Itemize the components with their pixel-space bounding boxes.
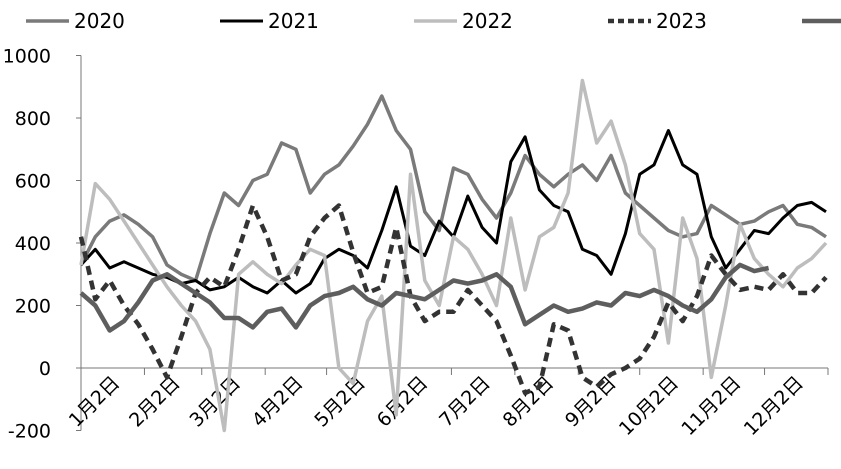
- legend-label-2023: 2023: [656, 9, 707, 33]
- x-tick-label: 12月2日: [740, 372, 808, 440]
- y-tick-label: 800: [15, 108, 51, 130]
- legend: 20202021202220232024: [26, 9, 841, 33]
- y-tick-label: -200: [8, 421, 51, 443]
- y-tick-label: 200: [15, 296, 51, 318]
- series-lines: [78, 78, 828, 433]
- y-tick-label: 0: [39, 358, 51, 380]
- x-tick-label: 6月2日: [373, 372, 433, 432]
- x-tick-label: 7月2日: [435, 372, 495, 432]
- x-tick-label: 11月2日: [677, 372, 745, 440]
- legend-label-2021: 2021: [268, 9, 319, 33]
- y-tick-label: 400: [15, 233, 51, 255]
- series-line-2022: [79, 78, 828, 433]
- x-tick-label: 4月2日: [248, 372, 308, 432]
- x-tick-label: 2月2日: [125, 372, 185, 432]
- legend-label-2022: 2022: [462, 9, 513, 33]
- x-tick-label: 5月2日: [310, 372, 370, 432]
- x-tick-label: 10月2日: [615, 372, 683, 440]
- series-line-2024: [79, 262, 770, 333]
- x-tick-label: 8月2日: [499, 372, 559, 432]
- series-line-2021: [79, 129, 827, 295]
- y-tick-label: 600: [15, 171, 51, 193]
- x-tick-label: 1月2日: [65, 372, 125, 432]
- series-line-2020: [79, 94, 827, 283]
- y-tick-label: 1000: [3, 46, 51, 68]
- series-line-2023: [78, 203, 828, 396]
- legend-label-2020: 2020: [74, 9, 125, 33]
